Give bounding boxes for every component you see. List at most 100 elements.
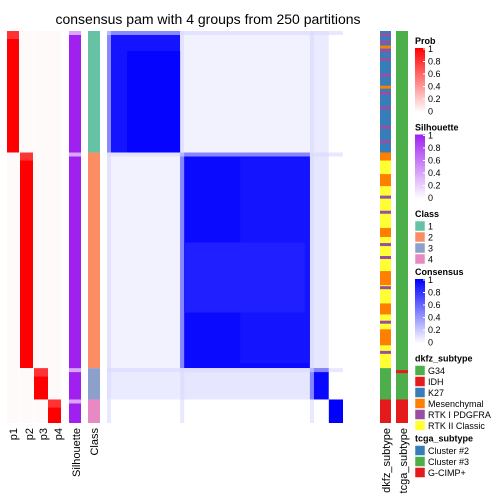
consensus-edge-row <box>107 31 343 35</box>
legend-item-label: 3 <box>428 244 433 254</box>
legend-item-label: Cluster #2 <box>428 446 469 456</box>
column-label-tcga-subtype: tcga_subtype <box>398 428 410 493</box>
dkfz-stripe-Mesenchymal <box>380 152 391 161</box>
consensus-edge-row <box>107 152 343 157</box>
legend-tick-label: 1 <box>428 275 433 285</box>
consensus-block-1-2 <box>180 31 310 153</box>
legend-swatch-tcga-subtype <box>414 445 426 456</box>
prob-cell-p3-group4 <box>34 399 48 423</box>
consensus-block-4-3 <box>309 399 329 423</box>
consensus-block-1-4 <box>328 31 343 153</box>
dkfz-stripe-Mesenchymal <box>380 85 391 89</box>
prob-cell-p3-group1 <box>34 31 48 153</box>
prob-cell-p4-group2 <box>48 152 61 369</box>
legend-tick-label: 0 <box>428 107 433 117</box>
prob-cell-p2-group1 <box>20 31 33 153</box>
class-cell-group1 <box>88 31 100 153</box>
legend-item-label: RTK I PDGFRA <box>428 410 491 420</box>
dkfz-segment-IDH <box>380 399 391 423</box>
dkfz-stripe-RTK-I-PDGFRA <box>380 49 391 53</box>
dkfz-stripe-RTK-I-PDGFRA <box>380 73 391 77</box>
tcga-stripe-G-CIMP <box>396 370 408 374</box>
prob-cell-p4-group1 <box>48 31 61 153</box>
dkfz-stripe-Mesenchymal <box>380 227 391 237</box>
column-label-p2: p2 <box>24 428 36 440</box>
prob-cell-edge <box>48 399 61 408</box>
silhouette-low-edge <box>69 368 81 373</box>
legend-swatch-dkfz-subtype <box>414 398 426 409</box>
prob-cell-p1-group1 <box>7 39 19 153</box>
legend-item-label: G-CIMP+ <box>428 468 466 478</box>
column-label-class: Class <box>89 428 101 456</box>
consensus-block-4-1 <box>107 399 181 423</box>
legend-swatch-class <box>414 220 426 232</box>
consensus-block-2-3 <box>309 152 329 369</box>
legend-tick-label: 0.6 <box>428 156 441 166</box>
legend-tick-label: 0.2 <box>428 181 441 191</box>
dkfz-stripe-RTK-I-PDGFRA <box>380 91 391 95</box>
legend-title-silhouette: Silhouette <box>415 123 459 133</box>
dkfz-stripe-RTK-I-PDGFRA <box>380 106 391 110</box>
prob-cell-p4-group3 <box>48 368 61 400</box>
legend-title-dkfz-subtype: dkfz_subtype <box>415 354 473 364</box>
legend-item-label: 2 <box>428 233 433 243</box>
prob-cell-p2-group4 <box>20 399 33 423</box>
legend-item-label: Cluster #3 <box>428 457 469 467</box>
left-annotation-columns <box>7 31 100 423</box>
silhouette-low-edge <box>69 399 81 404</box>
dkfz-stripe-RTK-I-PDGFRA <box>380 210 391 214</box>
prob-cell-p3-group2 <box>34 152 48 369</box>
right-annotation-columns <box>380 31 408 423</box>
legend-title-tcga-subtype: tcga_subtype <box>415 434 473 444</box>
dkfz-stripe-RTK-I-PDGFRA <box>380 57 391 61</box>
column-label-silhouette: Silhouette <box>71 428 83 477</box>
prob-cell-p1-group4 <box>7 399 19 423</box>
consensus-block-3-2 <box>180 368 310 400</box>
dkfz-stripe-RTK-I-PDGFRA <box>380 350 391 354</box>
dkfz-stripe-RTK-I-PDGFRA <box>380 125 391 129</box>
legend-tick-label: 0.4 <box>428 82 441 92</box>
consensus-matrix <box>107 31 343 423</box>
consensus-block-2-4 <box>328 152 343 369</box>
legend-tick-label: 1 <box>428 131 433 141</box>
consensus-edge-col <box>180 31 185 423</box>
legend-colorbar-silhouette <box>415 134 425 199</box>
consensus-block-4-2 <box>180 399 310 423</box>
column-label-p4: p4 <box>53 428 65 440</box>
tcga-segment-Cluster-3 <box>396 31 408 400</box>
legend-swatch-dkfz-subtype <box>414 376 426 387</box>
legend-swatch-tcga-subtype <box>414 467 426 478</box>
legends: Prob10.80.60.40.20Silhouette10.80.60.40.… <box>414 36 491 478</box>
dkfz-stripe-RTK-I-PDGFRA <box>380 140 391 144</box>
consensus-block-1-3 <box>309 31 329 153</box>
column-labels: p1 p2 p3 p4 Silhouette Class dkfz_subtype tcga_… <box>8 428 410 494</box>
silhouette-low-edge <box>69 152 81 157</box>
dkfz-stripe-RTK-I-PDGFRA <box>380 256 391 260</box>
class-cell-group3 <box>88 368 100 400</box>
legend-item-label: 4 <box>428 255 433 265</box>
column-label-p1: p1 <box>8 428 20 440</box>
silhouette-column <box>69 31 81 423</box>
legend-tick-label: 0.4 <box>428 313 441 323</box>
prob-cell-p2-group3 <box>20 368 33 400</box>
column-label-p3: p3 <box>38 428 50 440</box>
class-cell-group2 <box>88 152 100 369</box>
legend-item-label: IDH <box>428 377 444 387</box>
tcga-segment-G-CIMP <box>396 399 408 423</box>
consensus-edge-col <box>309 31 314 423</box>
legend-item-label: G34 <box>428 366 445 376</box>
prob-cell-p1-group2 <box>7 152 19 369</box>
legend-tick-label: 0 <box>428 338 433 348</box>
legend-title-prob: Prob <box>415 36 436 46</box>
dkfz-stripe-Mesenchymal <box>380 271 391 286</box>
legend-swatch-dkfz-subtype <box>414 420 426 431</box>
dkfz-stripe-RTK-I-PDGFRA <box>380 33 391 37</box>
legend-tick-label: 0.6 <box>428 69 441 79</box>
prob-cell-edge <box>7 31 19 39</box>
legend-swatch-class <box>414 253 426 265</box>
dkfz-stripe-RTK-I-PDGFRA <box>380 320 391 324</box>
consensus-block-3-3 <box>309 368 329 400</box>
legend-tick-label: 1 <box>428 44 433 54</box>
legend-swatch-class <box>414 231 426 243</box>
